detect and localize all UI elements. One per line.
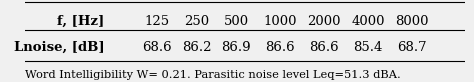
Text: 85.4: 85.4 [354,41,383,54]
Text: 86.9: 86.9 [221,41,251,54]
Text: f, [Hz]: f, [Hz] [57,15,104,28]
Text: 125: 125 [145,15,170,28]
Text: 4000: 4000 [351,15,385,28]
Text: Lnoise, [dB]: Lnoise, [dB] [14,41,104,54]
Text: 8000: 8000 [395,15,429,28]
Text: 1000: 1000 [264,15,297,28]
Text: 500: 500 [224,15,249,28]
Text: 2000: 2000 [308,15,341,28]
Text: 68.7: 68.7 [397,41,427,54]
Text: 68.6: 68.6 [142,41,172,54]
Text: 86.2: 86.2 [182,41,211,54]
Text: Word Intelligibility W= 0.21. Parasitic noise level Leq=51.3 dBA.: Word Intelligibility W= 0.21. Parasitic … [25,70,401,80]
Text: 86.6: 86.6 [310,41,339,54]
Text: 86.6: 86.6 [265,41,295,54]
Text: 250: 250 [184,15,209,28]
